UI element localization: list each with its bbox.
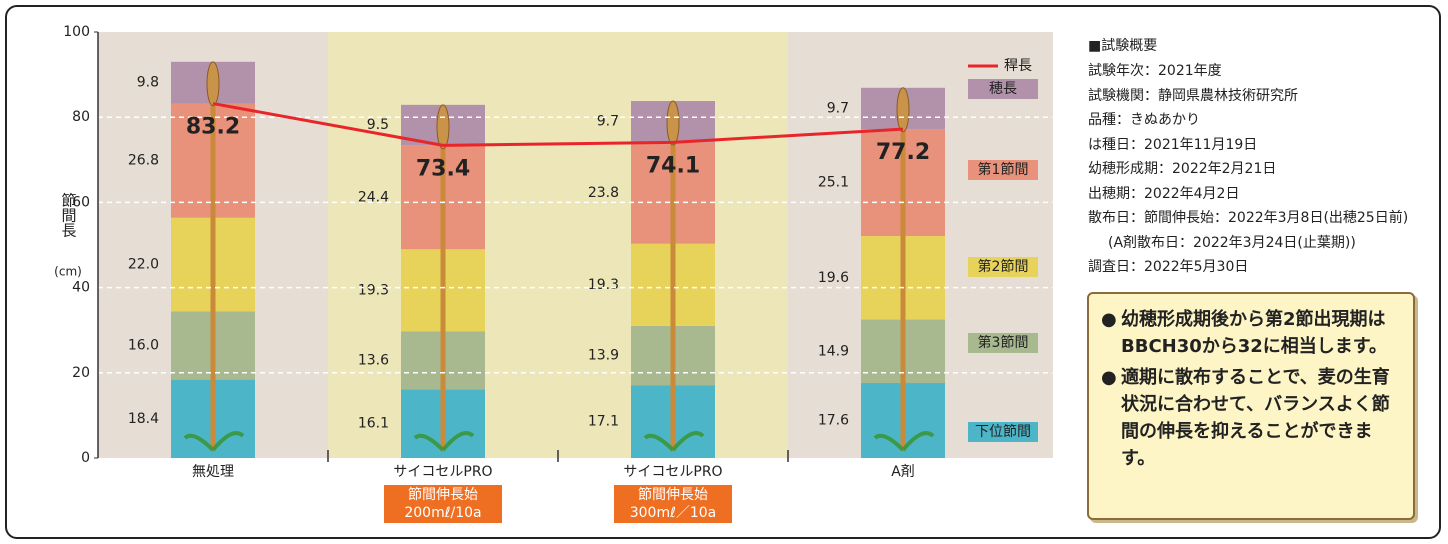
plant-ear	[896, 87, 910, 133]
summary-item: 試験年次：2021年度	[1088, 63, 1222, 79]
legend-swatch	[968, 333, 1038, 353]
plant-leaf	[643, 431, 705, 452]
segment-value-label: 9.7	[597, 114, 619, 130]
y-axis-label: 節間長	[60, 192, 78, 238]
segment-value-label: 9.7	[827, 100, 849, 116]
segment-value-label: 14.9	[818, 343, 849, 359]
segment-value-label: 17.1	[588, 414, 619, 430]
x-tick-label: 無処理	[192, 464, 234, 480]
note-box: 幼穂形成期後から第2節出現期はBBCH30から32に相当します。適期に散布するこ…	[1087, 292, 1415, 520]
summary-item: 試験機関：静岡県農林技術研究所	[1088, 87, 1298, 104]
segment-value-label: 9.8	[137, 75, 159, 91]
x-tick-label: サイコセルPRO	[623, 464, 722, 480]
summary-item: 幼穂形成期：2022年2月21日	[1088, 161, 1277, 177]
y-tick-label: 100	[63, 24, 90, 40]
summary-item: は種日：2021年11月19日	[1088, 136, 1258, 153]
line-value-label: 77.2	[876, 140, 930, 165]
segment-value-label: 23.8	[588, 185, 619, 201]
treatment-note: 節間伸長始	[638, 486, 708, 503]
note: 幼穂形成期後から第2節出現期はBBCH30から32に相当します。	[1101, 306, 1401, 360]
line-value-label: 74.1	[646, 153, 700, 178]
plant-ear	[666, 100, 680, 146]
treatment-badge	[384, 485, 502, 523]
plant-leaf	[183, 431, 245, 452]
segment-value-label: 24.4	[358, 189, 389, 205]
summary-title: ■試験概要	[1088, 38, 1158, 54]
x-tick-label: A剤	[891, 464, 915, 480]
segment-value-label: 16.0	[128, 338, 159, 354]
segment-value-label: 18.4	[128, 411, 159, 427]
segment-value-label: 13.6	[358, 352, 389, 368]
summary-item: 出穂期：2022年4月2日	[1088, 185, 1240, 202]
legend-label: 第2節間	[978, 258, 1029, 275]
x-tick-label: サイコセルPRO	[393, 464, 492, 480]
segment-value-label: 19.3	[588, 277, 619, 293]
legend-swatch	[968, 79, 1038, 99]
segment-value-label: 19.3	[358, 282, 389, 298]
segment-value-label: 22.0	[128, 257, 159, 273]
segment-value-label: 16.1	[358, 416, 389, 432]
plant-ear	[436, 104, 450, 150]
frame	[5, 5, 1441, 539]
summary-item: 品種：きぬあかり	[1088, 112, 1200, 128]
chart: 節間長 (cm) 18.4 16.0 22.0 26.8 9.8 16.1 13.6 19.3…	[54, 24, 1053, 523]
note: 適期に散布することで、麦の生育状況に合わせて、バランスよく節間の伸長を抑えること…	[1101, 364, 1401, 472]
legend-label: 稈長	[1004, 58, 1032, 74]
line-value-label: 83.2	[186, 115, 240, 140]
segment-value-label: 26.8	[128, 153, 159, 169]
y-tick-label: 40	[72, 280, 90, 296]
summary-item: (A剤散布日：2022年3月24日(止葉期))	[1108, 234, 1356, 251]
legend-label: 第1節間	[978, 161, 1029, 178]
y-axis-unit: (cm)	[54, 265, 82, 279]
segment-value-label: 25.1	[818, 175, 849, 191]
plant-leaf	[413, 431, 475, 452]
legend-swatch	[968, 160, 1038, 180]
treatment-note: 200mℓ/10a	[404, 505, 481, 521]
y-tick-label: 80	[72, 109, 90, 125]
legend-label: 第3節間	[978, 334, 1029, 351]
legend-label: 下位節間	[975, 423, 1031, 440]
line-value-label: 73.4	[416, 156, 470, 181]
summary-item: 調査日：2022年5月30日	[1088, 259, 1249, 275]
y-tick-label: 60	[72, 194, 90, 210]
treatment-note: 節間伸長始	[408, 486, 478, 503]
y-tick-label: 0	[81, 450, 90, 466]
y-tick-label: 20	[72, 365, 90, 381]
legend-label: 穂長	[989, 81, 1017, 97]
legend-swatch	[968, 257, 1038, 277]
treatment-badge	[614, 485, 732, 523]
summary-item: 散布日：節間伸長始：2022年3月8日(出穂25日前)	[1088, 210, 1409, 226]
segment-value-label: 9.5	[367, 117, 389, 133]
line-series	[212, 102, 904, 147]
treatment-note: 300mℓ／10a	[630, 505, 717, 521]
segment-value-label: 13.9	[588, 348, 619, 364]
legend-swatch	[968, 422, 1038, 442]
segment-value-label: 19.6	[818, 270, 849, 286]
plant-ear	[206, 61, 220, 107]
segment-value-label: 17.6	[818, 413, 849, 429]
plant-leaf	[873, 431, 935, 452]
